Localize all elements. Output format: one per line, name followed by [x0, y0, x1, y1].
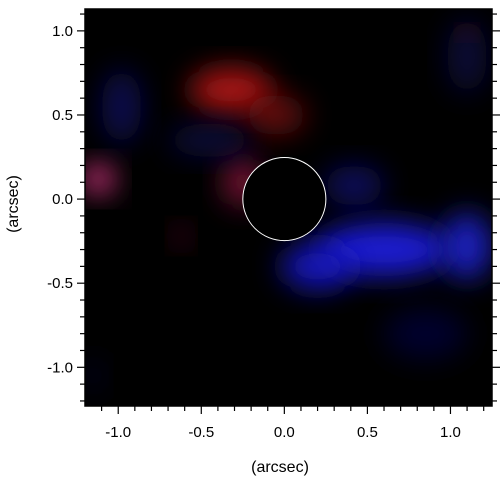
- emission-blob: [85, 163, 115, 195]
- emission-blob: [189, 67, 273, 112]
- emission-blob: [384, 308, 468, 359]
- y-tick-label: -1.0: [47, 359, 73, 376]
- emission-blob: [442, 212, 492, 280]
- x-tick-label: 0.0: [274, 424, 295, 441]
- y-tick-label: 0.5: [52, 107, 73, 124]
- occulting-mask: [242, 157, 327, 242]
- y-axis-label: (arcsec): [5, 175, 22, 233]
- emission-blob: [324, 165, 385, 206]
- x-tick-label: 1.0: [440, 424, 461, 441]
- y-tick-label: 0.0: [52, 191, 73, 208]
- x-tick-label: -0.5: [188, 424, 214, 441]
- x-tick-label: -1.0: [105, 424, 131, 441]
- x-tick-label: 0.5: [357, 424, 378, 441]
- x-tick-labels: -1.0 -0.5 0.0 0.5 1.0: [105, 424, 461, 441]
- emission-map: [85, 19, 492, 393]
- y-tick-label: -0.5: [47, 275, 73, 292]
- emission-blob: [281, 242, 355, 290]
- x-axis-label: (arcsec): [251, 459, 309, 476]
- emission-blob: [246, 94, 306, 136]
- plot-frame: [84, 8, 493, 407]
- emission-blob: [85, 358, 104, 393]
- emission-blob: [168, 123, 252, 158]
- emission-blob: [101, 69, 142, 144]
- axis-ticks: [77, 13, 500, 414]
- y-tick-labels: 1.0 0.5 0.0 -0.5 -1.0: [47, 23, 73, 376]
- y-tick-label: 1.0: [52, 23, 73, 40]
- emission-blob: [447, 19, 488, 94]
- emission-blob: [173, 226, 190, 247]
